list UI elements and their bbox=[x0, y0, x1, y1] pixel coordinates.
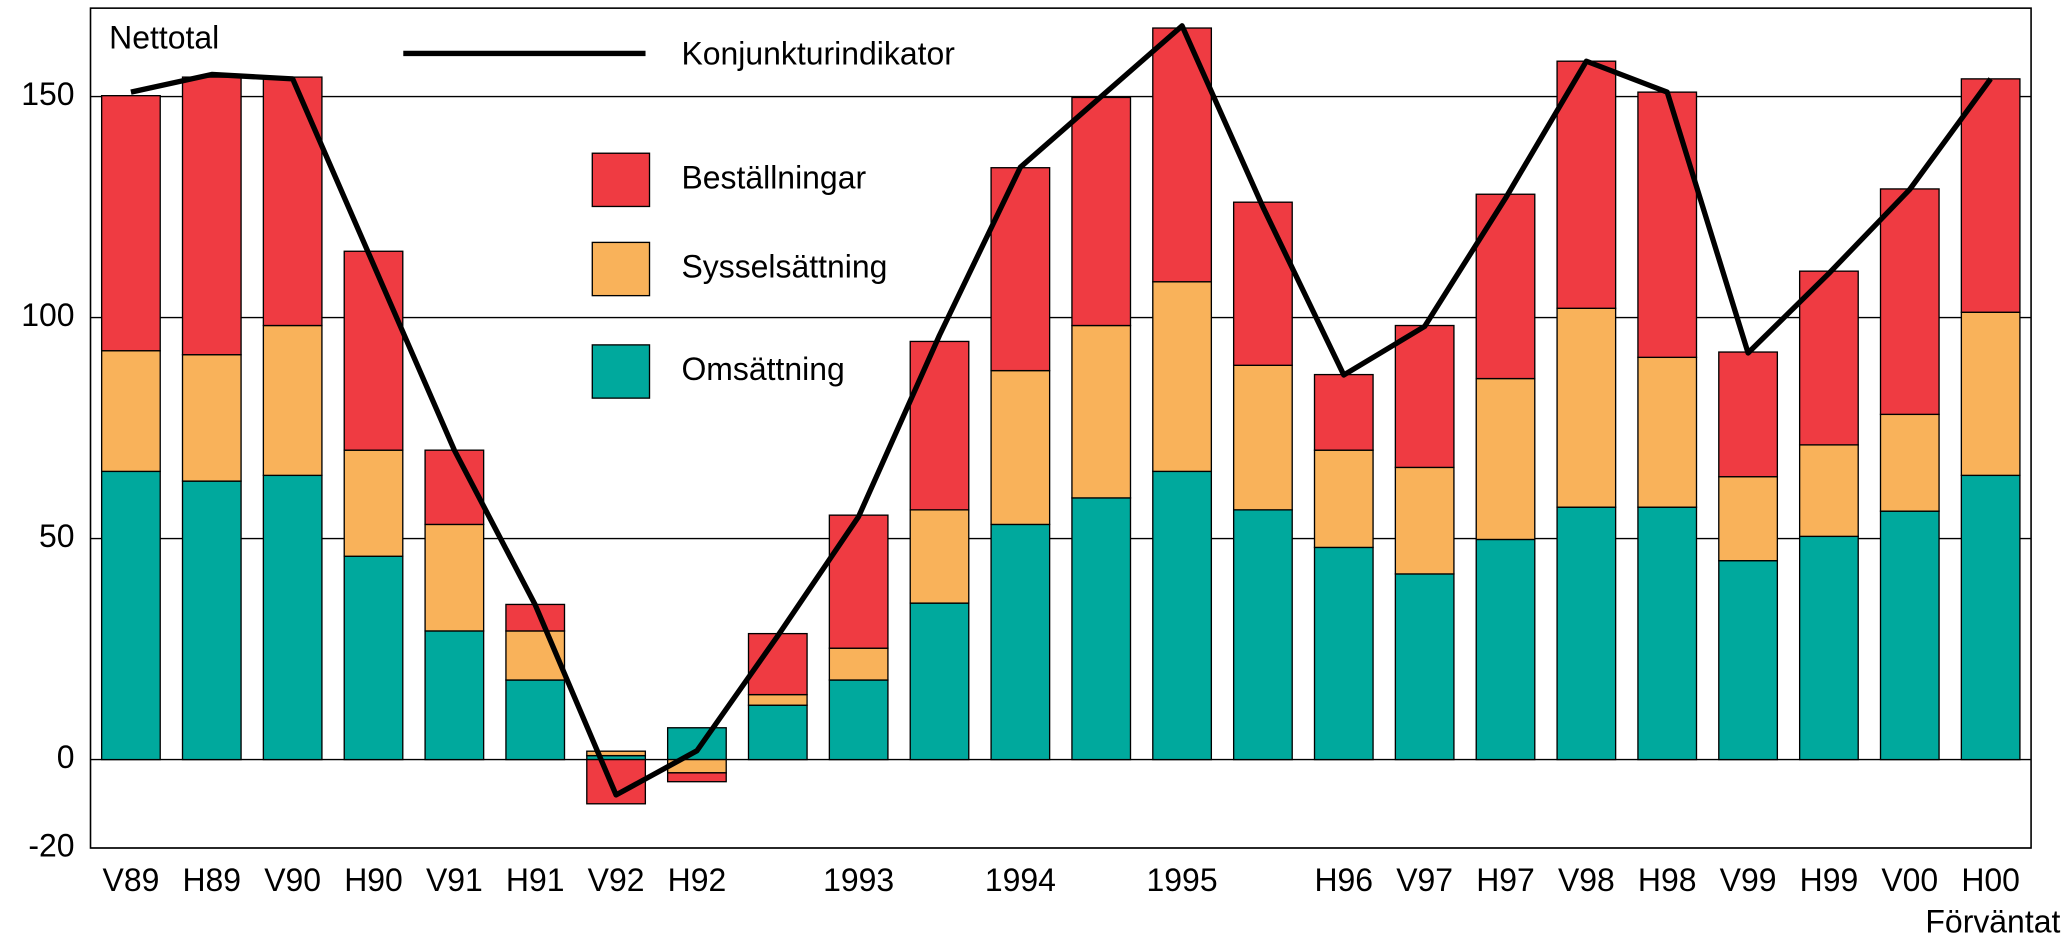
bar-segment bbox=[181, 480, 242, 761]
legend-swatch bbox=[591, 152, 651, 208]
bar-segment bbox=[1475, 538, 1536, 761]
bar-segment bbox=[1475, 193, 1536, 380]
indicator-line bbox=[130, 23, 1993, 798]
x-tick-label: H99 bbox=[1800, 862, 1859, 898]
y-tick-label: 0 bbox=[57, 739, 75, 775]
bar-segment bbox=[747, 693, 808, 706]
bar-segment bbox=[181, 354, 242, 482]
x-tick-label: H00 bbox=[1961, 862, 2020, 898]
y-tick-label: 150 bbox=[21, 76, 74, 112]
bar-segment bbox=[505, 679, 566, 761]
x-tick-label: H91 bbox=[506, 862, 565, 898]
bar-segment bbox=[1960, 78, 2021, 313]
x-tick-label: H97 bbox=[1476, 862, 1535, 898]
x-tick-label: H89 bbox=[182, 862, 241, 898]
annotation: Nettotal bbox=[109, 20, 219, 56]
bar-segment bbox=[1394, 324, 1455, 469]
bar-segment bbox=[1879, 413, 1940, 512]
bar-segment bbox=[424, 630, 485, 761]
bar-segment bbox=[1071, 324, 1132, 499]
bar-segment bbox=[586, 750, 647, 757]
bar-segment bbox=[909, 509, 970, 604]
bar-segment bbox=[343, 250, 404, 451]
bar-segment bbox=[1718, 476, 1779, 562]
bar-segment bbox=[1879, 188, 1940, 416]
bar-segment bbox=[909, 602, 970, 761]
bar-segment bbox=[343, 555, 404, 761]
bar-segment bbox=[1394, 466, 1455, 575]
bar-segment bbox=[1071, 497, 1132, 761]
annotation: Förväntat bbox=[1925, 903, 2060, 936]
bar-segment bbox=[1152, 281, 1213, 473]
bar-segment bbox=[181, 76, 242, 356]
bar-segment bbox=[1232, 201, 1293, 366]
bar-segment bbox=[1556, 506, 1617, 761]
x-tick-label: 1994 bbox=[985, 862, 1056, 898]
bar-segment bbox=[1960, 474, 2021, 761]
bar-segment bbox=[1798, 535, 1859, 761]
bar-segment bbox=[100, 470, 161, 761]
bar-segment bbox=[990, 369, 1051, 526]
x-tick-label: V91 bbox=[426, 862, 483, 898]
x-tick-label: V97 bbox=[1396, 862, 1453, 898]
bar-segment bbox=[262, 324, 323, 477]
bar-segment bbox=[1394, 573, 1455, 761]
bar-segment bbox=[666, 772, 727, 783]
bar-segment bbox=[100, 95, 161, 352]
x-tick-label: V99 bbox=[1720, 862, 1777, 898]
bar-segment bbox=[1637, 356, 1698, 508]
x-tick-label: V89 bbox=[103, 862, 160, 898]
bar-segment bbox=[1313, 546, 1374, 761]
bar-segment bbox=[1960, 311, 2021, 477]
bar-segment bbox=[1071, 96, 1132, 327]
bar-segment bbox=[990, 167, 1051, 372]
bar-segment bbox=[828, 647, 889, 681]
bar-segment bbox=[990, 523, 1051, 761]
bar-segment bbox=[1798, 444, 1859, 538]
bar-segment bbox=[1718, 560, 1779, 761]
bar-segment bbox=[828, 679, 889, 761]
legend-label: Sysselsättning bbox=[681, 248, 887, 284]
legend-swatch bbox=[591, 241, 651, 297]
bar-segment bbox=[666, 727, 727, 761]
bar-segment bbox=[1879, 510, 1940, 761]
legend-label: Konjunkturindikator bbox=[681, 36, 955, 72]
x-tick-label: V92 bbox=[588, 862, 645, 898]
bar-segment bbox=[424, 523, 485, 632]
x-tick-label: H90 bbox=[344, 862, 403, 898]
bar-segment bbox=[1313, 373, 1374, 451]
bar-segment bbox=[1475, 377, 1536, 541]
bar-segment bbox=[1232, 364, 1293, 511]
bar-segment bbox=[262, 474, 323, 761]
bar-segment bbox=[1313, 449, 1374, 549]
y-tick-label: 100 bbox=[21, 297, 74, 333]
y-tick-label: -20 bbox=[28, 827, 74, 863]
bar-segment bbox=[828, 514, 889, 649]
bar-segment bbox=[1637, 91, 1698, 359]
x-tick-label: H92 bbox=[668, 862, 727, 898]
bar-segment bbox=[1718, 351, 1779, 478]
bar-segment bbox=[1556, 60, 1617, 309]
x-tick-label: H98 bbox=[1638, 862, 1697, 898]
bar-segment bbox=[1232, 509, 1293, 761]
x-tick-label: 1993 bbox=[823, 862, 894, 898]
x-tick-label: 1995 bbox=[1147, 862, 1218, 898]
legend-label: Omsättning bbox=[681, 351, 844, 387]
bar-segment bbox=[262, 76, 323, 327]
bar-segment bbox=[747, 704, 808, 761]
bar-segment bbox=[100, 350, 161, 473]
legend-label: Beställningar bbox=[681, 159, 866, 195]
bar-segment bbox=[909, 340, 970, 511]
bar-segment bbox=[1152, 470, 1213, 761]
bar-segment bbox=[1637, 506, 1698, 761]
y-tick-label: 50 bbox=[39, 518, 75, 554]
bar-segment bbox=[343, 449, 404, 557]
x-tick-label: V00 bbox=[1881, 862, 1938, 898]
x-tick-label: H96 bbox=[1314, 862, 1373, 898]
legend-swatch bbox=[591, 344, 651, 399]
x-tick-label: V90 bbox=[264, 862, 321, 898]
bar-segment bbox=[1556, 307, 1617, 508]
x-tick-label: V98 bbox=[1558, 862, 1615, 898]
